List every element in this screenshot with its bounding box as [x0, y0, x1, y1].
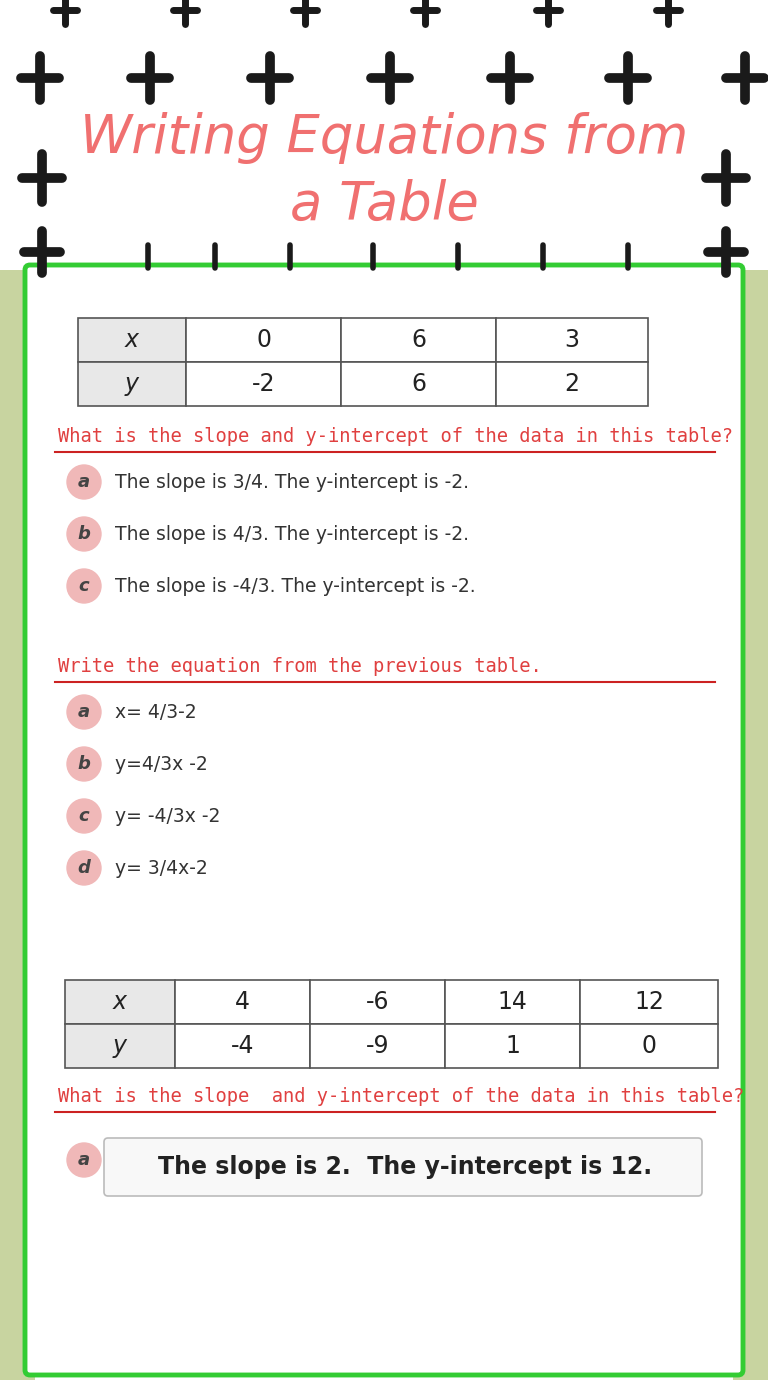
- Text: y= 3/4x-2: y= 3/4x-2: [115, 858, 208, 878]
- Text: -9: -9: [366, 1034, 389, 1058]
- Text: Write the equation from the previous table.: Write the equation from the previous tab…: [58, 657, 541, 675]
- Text: 6: 6: [411, 373, 426, 396]
- Text: x: x: [113, 989, 127, 1014]
- Text: 0: 0: [256, 328, 271, 352]
- Text: y: y: [125, 373, 139, 396]
- Text: What is the slope  and y-intercept of the data in this table?: What is the slope and y-intercept of the…: [58, 1086, 744, 1105]
- Text: a: a: [78, 1151, 90, 1169]
- Text: a: a: [78, 702, 90, 720]
- Bar: [175, 980, 310, 1024]
- Circle shape: [67, 569, 101, 603]
- Text: y= -4/3x -2: y= -4/3x -2: [115, 806, 220, 825]
- Text: x= 4/3-2: x= 4/3-2: [115, 702, 197, 722]
- Circle shape: [67, 518, 101, 551]
- Bar: [341, 362, 496, 406]
- Text: a Table: a Table: [290, 179, 478, 230]
- Text: a: a: [78, 473, 90, 491]
- Circle shape: [67, 851, 101, 885]
- Text: Writing Equations from: Writing Equations from: [80, 112, 688, 164]
- Bar: [733, 270, 768, 1380]
- Text: What is the slope and y-intercept of the data in this table?: What is the slope and y-intercept of the…: [58, 426, 733, 446]
- Circle shape: [67, 696, 101, 729]
- Text: 4: 4: [235, 989, 250, 1014]
- Text: c: c: [78, 807, 89, 825]
- FancyBboxPatch shape: [25, 265, 743, 1374]
- Bar: [78, 317, 186, 362]
- Bar: [186, 362, 341, 406]
- Bar: [580, 1024, 718, 1068]
- Bar: [445, 980, 580, 1024]
- Bar: [445, 1024, 580, 1068]
- Text: b: b: [78, 755, 91, 773]
- Text: 0: 0: [641, 1034, 657, 1058]
- Text: -2: -2: [252, 373, 275, 396]
- Circle shape: [67, 799, 101, 834]
- Bar: [310, 1024, 445, 1068]
- Bar: [78, 362, 186, 406]
- Text: b: b: [78, 524, 91, 542]
- Bar: [65, 980, 175, 1024]
- Text: The slope is 3/4. The y-intercept is -2.: The slope is 3/4. The y-intercept is -2.: [115, 472, 469, 491]
- Text: x: x: [125, 328, 139, 352]
- Bar: [341, 317, 496, 362]
- Text: 14: 14: [498, 989, 528, 1014]
- Bar: [496, 362, 648, 406]
- Text: y: y: [113, 1034, 127, 1058]
- Text: d: d: [78, 858, 91, 878]
- Bar: [65, 1024, 175, 1068]
- FancyBboxPatch shape: [104, 1138, 702, 1196]
- Text: 3: 3: [564, 328, 580, 352]
- Circle shape: [67, 747, 101, 781]
- Bar: [175, 1024, 310, 1068]
- Text: c: c: [78, 577, 89, 595]
- Bar: [0, 270, 35, 1380]
- Text: -4: -4: [230, 1034, 254, 1058]
- Text: 6: 6: [411, 328, 426, 352]
- Bar: [580, 980, 718, 1024]
- Text: The slope is 2.  The y-intercept is 12.: The slope is 2. The y-intercept is 12.: [158, 1155, 652, 1179]
- Circle shape: [67, 1143, 101, 1177]
- Text: The slope is -4/3. The y-intercept is -2.: The slope is -4/3. The y-intercept is -2…: [115, 577, 475, 596]
- Bar: [310, 980, 445, 1024]
- Text: 2: 2: [564, 373, 580, 396]
- Text: y=4/3x -2: y=4/3x -2: [115, 755, 208, 774]
- Text: -6: -6: [366, 989, 389, 1014]
- Text: 12: 12: [634, 989, 664, 1014]
- Bar: [496, 317, 648, 362]
- Bar: [186, 317, 341, 362]
- Text: The slope is 4/3. The y-intercept is -2.: The slope is 4/3. The y-intercept is -2.: [115, 524, 469, 544]
- Text: 1: 1: [505, 1034, 520, 1058]
- Circle shape: [67, 465, 101, 500]
- Bar: [0, 0, 768, 275]
